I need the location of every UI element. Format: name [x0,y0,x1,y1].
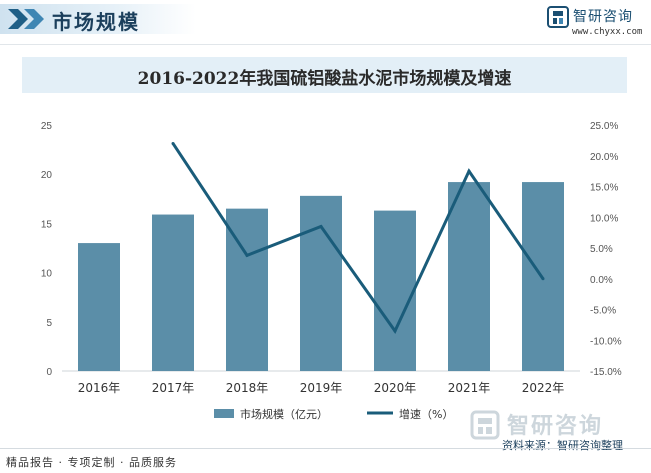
x-tick-label: 2019年 [300,381,343,395]
growth-point [171,141,175,145]
bar [448,182,490,371]
source-note: 资料来源：智研咨询整理 [502,439,623,452]
x-tick-label: 2016年 [78,381,121,395]
growth-point [245,253,249,257]
right-tick-label: -10.0% [590,336,622,347]
bar-line-chart: 0 5 10 15 20 25 -15.0% -10.0% -5.0% 0.0% 5.0% 10.0… [41,121,622,421]
watermark-logo-icon [470,410,500,440]
legend: 市场规模（亿元） 增速（%） [214,407,453,421]
line-series [171,141,545,335]
growth-point [393,329,397,333]
right-tick-label: 20.0% [590,152,618,163]
right-tick-label: 25.0% [590,121,618,132]
legend-label-line: 增速（%） [399,407,453,421]
right-tick-label: 5.0% [590,244,613,255]
bar [300,195,342,371]
left-tick-label: 0 [46,367,52,378]
bar [374,210,416,371]
footer-tagline: 精品报告 · 专项定制 · 品质服务 [6,456,177,469]
right-tick-label: 15.0% [590,183,618,194]
left-tick-label: 10 [41,269,53,280]
x-tick-label: 2020年 [374,381,417,395]
left-axis-ticks: 0 5 10 15 20 25 [41,121,53,378]
right-tick-label: -5.0% [590,306,616,317]
left-tick-label: 15 [41,219,53,230]
bar [78,243,120,371]
section-title: 市场规模 [52,10,140,34]
x-tick-label: 2021年 [448,381,491,395]
growth-point [319,224,323,228]
double-chevron-icon [8,9,44,29]
x-tick-label: 2022年 [522,381,565,395]
right-axis-ticks: -15.0% -10.0% -5.0% 0.0% 5.0% 10.0% 15.0% 20.0%… [590,121,622,378]
header: 市场规模 智研咨询 www.chyxx.com [0,0,651,44]
brand-name: 智研咨询 [573,9,633,25]
right-tick-label: 0.0% [590,275,613,286]
x-axis-ticks: 2016年 2017年 2018年 2019年 2020年 2021年 2022年 [78,381,565,395]
bar-series [78,182,564,371]
left-tick-label: 5 [46,318,52,329]
right-tick-label: 10.0% [590,213,618,224]
bar [152,214,194,371]
left-tick-label: 20 [41,170,53,181]
growth-point [541,277,545,281]
chyxx-logo-icon [547,6,569,28]
chart-title-band: 2016-2022年我国硫铝酸盐水泥市场规模及增速 [22,57,627,93]
brand-url[interactable]: www.chyxx.com [572,27,643,37]
left-tick-label: 25 [41,121,53,132]
header-divider [0,44,651,45]
x-tick-label: 2017年 [152,381,195,395]
watermark-text: 智研咨询 [507,414,604,439]
growth-point [467,169,471,173]
legend-swatch-bar [214,409,234,418]
growth-line [171,142,545,335]
x-tick-label: 2018年 [226,381,269,395]
chart-title: 2016-2022年我国硫铝酸盐水泥市场规模及增速 [137,69,512,89]
legend-label-bar: 市场规模（亿元） [240,407,328,421]
footer-divider [0,448,651,449]
right-tick-label: -15.0% [590,367,622,378]
